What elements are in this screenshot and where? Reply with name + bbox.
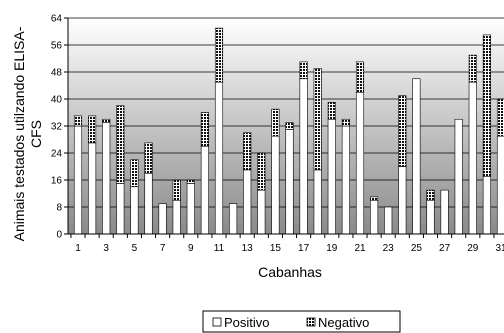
- bar-positivo-29: [468, 81, 477, 235]
- bar-negativo-9: [186, 179, 195, 184]
- bar-negativo-26: [426, 189, 435, 201]
- y-axis-title: Animais testados utilzando ELISA-CFS: [11, 26, 44, 241]
- x-tick-label: 27: [439, 243, 451, 254]
- bar-negativo-13: [243, 132, 252, 171]
- bar-positivo-5: [130, 186, 139, 235]
- bar-negativo-22: [370, 196, 379, 201]
- bar-negativo-4: [116, 105, 125, 184]
- bar-positivo-9: [186, 183, 195, 235]
- y-tick-label: 40: [51, 95, 63, 106]
- y-tick-label: 48: [51, 68, 63, 79]
- x-axis-title: Cabanhas: [258, 264, 322, 280]
- bar-negativo-16: [285, 122, 294, 130]
- bar-positivo-7: [158, 203, 167, 235]
- bar-negativo-1: [73, 115, 83, 127]
- y-axis-title-line-1: Animais testados utilzando ELISA-: [11, 26, 27, 241]
- y-tick-label: 24: [51, 149, 63, 160]
- bar-negativo-2: [88, 115, 97, 144]
- legend-swatch-positivo: [212, 317, 222, 327]
- y-tick-label: 56: [51, 41, 63, 52]
- bar-positivo-10: [200, 145, 209, 235]
- bar-negativo-17: [299, 61, 308, 80]
- x-tick-label: 23: [383, 243, 395, 254]
- bar-positivo-3: [102, 122, 111, 235]
- bar-negativo-20: [341, 118, 350, 127]
- x-tick-label: 5: [132, 243, 138, 254]
- bar-negativo-24: [398, 95, 407, 167]
- legend-swatch-negativo: [306, 317, 316, 327]
- x-tick-label: 31: [495, 243, 504, 254]
- bar-positivo-22: [370, 199, 379, 235]
- legend-label-negativo: Negativo: [318, 315, 369, 330]
- bar-positivo-26: [426, 199, 435, 235]
- bar-positivo-15: [271, 135, 280, 235]
- bar-positivo-23: [384, 206, 393, 235]
- bar-negativo-11: [214, 27, 224, 83]
- bar-negativo-29: [468, 54, 477, 83]
- bar-positivo-6: [144, 172, 153, 235]
- x-tick-label: 15: [270, 243, 282, 254]
- legend-label-positivo: Positivo: [224, 315, 270, 330]
- bar-negativo-21: [355, 61, 365, 93]
- legend: Positivo Negativo: [202, 310, 401, 333]
- x-tick-label: 13: [242, 243, 254, 254]
- bar-positivo-31: [496, 135, 504, 235]
- bar-negativo-14: [257, 152, 266, 191]
- bar-positivo-14: [257, 189, 266, 235]
- bar-negativo-30: [482, 34, 491, 177]
- x-tick-label: 1: [75, 243, 81, 254]
- bar-positivo-13: [243, 169, 252, 235]
- y-tick-label: 64: [51, 14, 63, 25]
- bar-positivo-30: [482, 176, 491, 235]
- bar-negativo-10: [200, 112, 209, 147]
- bar-positivo-19: [327, 118, 336, 235]
- x-tick-label: 3: [103, 243, 109, 254]
- bar-positivo-27: [440, 189, 449, 235]
- bar-negativo-15: [271, 108, 280, 137]
- bar-positivo-25: [412, 78, 421, 235]
- x-tick-label: 25: [411, 243, 423, 254]
- x-tick-label: 21: [354, 243, 366, 254]
- x-tick-label: 11: [214, 243, 225, 254]
- bar-negativo-6: [144, 142, 153, 174]
- bar-negativo-18: [313, 68, 322, 171]
- bar-negativo-8: [172, 179, 181, 201]
- bar-positivo-12: [229, 203, 238, 235]
- bar-positivo-17: [299, 78, 308, 235]
- bar-negativo-3: [102, 118, 111, 123]
- y-tick-label: 0: [56, 230, 62, 241]
- y-tick-label: 32: [51, 122, 63, 133]
- x-tick-label: 29: [467, 243, 479, 254]
- bar-positivo-24: [398, 166, 407, 235]
- bar-negativo-5: [130, 159, 139, 188]
- bar-positivo-11: [214, 81, 224, 235]
- bar-positivo-16: [285, 129, 294, 235]
- bar-positivo-28: [454, 118, 463, 235]
- y-axis-title-line-2: CFS: [28, 120, 44, 148]
- bar-positivo-4: [116, 183, 125, 235]
- bar-positivo-18: [313, 169, 322, 235]
- bar-positivo-1: [73, 125, 83, 235]
- x-tick-label: 17: [298, 243, 310, 254]
- y-tick-label: 8: [56, 203, 62, 214]
- x-tick-label: 19: [326, 243, 338, 254]
- legend-box: [202, 310, 401, 333]
- bar-positivo-20: [341, 125, 350, 235]
- x-tick-label: 9: [188, 243, 194, 254]
- x-tick-label: 7: [160, 243, 166, 254]
- bar-positivo-21: [355, 91, 365, 235]
- y-tick-label: 16: [51, 176, 63, 187]
- bar-negativo-19: [327, 102, 336, 120]
- bar-positivo-8: [172, 199, 181, 235]
- bar-positivo-2: [88, 142, 97, 235]
- bar-negativo-31: [496, 98, 504, 137]
